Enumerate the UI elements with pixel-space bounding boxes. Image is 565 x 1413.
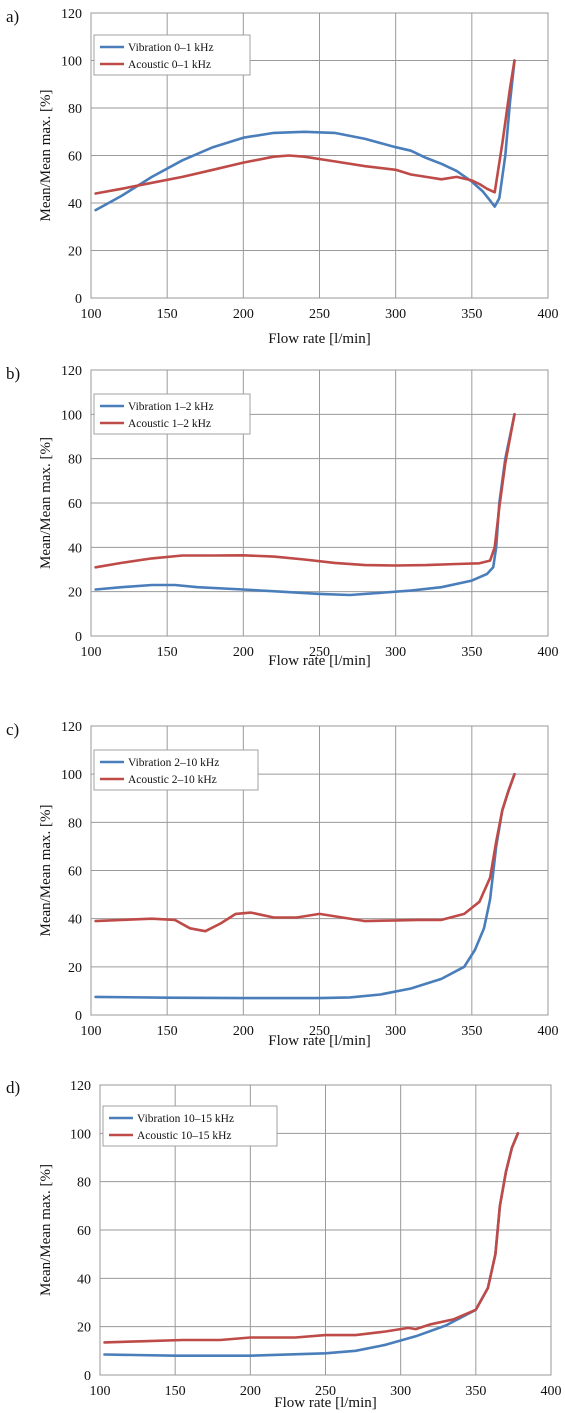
y-tick-label: 120	[70, 1079, 91, 1094]
y-axis-label: Mean/Mean max. [%]	[38, 1164, 54, 1296]
x-tick-label: 250	[309, 307, 330, 322]
x-tick-label: 100	[81, 1024, 102, 1039]
legend-entry: Vibration 2–10 kHz	[128, 757, 219, 769]
legend: Vibration 2–10 kHz Acoustic 2–10 kHz	[94, 750, 258, 790]
x-tick-label: 300	[385, 307, 406, 322]
legend: Vibration 10–15 kHz Acoustic 10–15 kHz	[103, 1106, 277, 1146]
x-tick-label: 350	[461, 307, 482, 322]
y-tick-label: 60	[68, 150, 82, 165]
panel-label: a)	[6, 7, 19, 26]
chart-panel-b: b)100 150 200 250 300 350 400020406080100120Fl…	[6, 364, 559, 669]
legend-entry: Acoustic 2–10 kHz	[128, 774, 217, 786]
y-axis-label: Mean/Mean max. [%]	[38, 804, 54, 936]
y-tick-label: 60	[77, 1224, 91, 1239]
y-tick-label: 0	[75, 630, 82, 645]
y-tick-label: 60	[68, 865, 82, 880]
x-tick-label: 100	[81, 307, 102, 322]
x-tick-label: 300	[385, 1024, 406, 1039]
y-tick-label: 40	[68, 197, 82, 212]
legend-entry: Acoustic 0–1 kHz	[128, 59, 211, 71]
y-tick-label: 80	[77, 1176, 91, 1191]
y-tick-label: 40	[77, 1272, 91, 1287]
x-tick-label: 350	[465, 1384, 486, 1399]
y-tick-label: 100	[70, 1127, 91, 1142]
y-tick-label: 40	[68, 541, 82, 556]
y-tick-label: 20	[77, 1321, 91, 1336]
x-axis-label: Flow rate [l/min]	[274, 1395, 376, 1411]
y-tick-label: 100	[61, 55, 82, 70]
x-tick-label: 100	[81, 645, 102, 660]
x-tick-label: 400	[538, 307, 559, 322]
x-tick-label: 400	[541, 1384, 562, 1399]
legend: Vibration 0–1 kHz Acoustic 0–1 kHz	[94, 35, 250, 75]
x-tick-label: 400	[538, 1024, 559, 1039]
x-tick-label: 150	[157, 645, 178, 660]
y-tick-label: 100	[61, 768, 82, 783]
x-axis-label: Flow rate [l/min]	[268, 331, 370, 347]
x-tick-label: 200	[233, 307, 254, 322]
y-tick-label: 0	[75, 1009, 82, 1024]
x-tick-label: 300	[385, 645, 406, 660]
panel-label: b)	[6, 364, 20, 383]
y-tick-label: 100	[61, 408, 82, 423]
x-tick-label: 150	[165, 1384, 186, 1399]
x-tick-label: 200	[233, 645, 254, 660]
x-tick-label: 350	[461, 645, 482, 660]
y-tick-label: 120	[61, 720, 82, 735]
x-tick-label: 350	[461, 1024, 482, 1039]
y-tick-label: 20	[68, 586, 82, 601]
x-tick-label: 200	[233, 1024, 254, 1039]
x-tick-label: 300	[390, 1384, 411, 1399]
y-tick-label: 60	[68, 497, 82, 512]
panel-label: c)	[6, 720, 19, 739]
x-tick-label: 150	[157, 1024, 178, 1039]
chart-panel-d: d)100 150 200 250 300 350 400020406080100120Fl…	[6, 1078, 562, 1411]
panel-label: d)	[6, 1078, 20, 1097]
y-tick-label: 80	[68, 816, 82, 831]
chart-panel-c: c)100 150 200 250 300 350 400020406080100120Fl…	[6, 720, 559, 1049]
x-tick-label: 100	[90, 1384, 111, 1399]
y-tick-label: 40	[68, 913, 82, 928]
y-tick-label: 0	[75, 292, 82, 307]
chart-panel-a: a) 100 150 200 250 300 350 400 0 20 40 60 80 100 120 Fl…	[6, 7, 559, 347]
legend-entry: Acoustic 1–2 kHz	[128, 418, 211, 430]
y-axis-label: Mean/Mean max. [%]	[38, 89, 54, 221]
y-tick-label: 0	[84, 1369, 91, 1384]
legend-entry: Vibration 0–1 kHz	[128, 42, 214, 54]
x-tick-label: 150	[157, 307, 178, 322]
y-tick-label: 80	[68, 102, 82, 117]
y-tick-label: 20	[68, 961, 82, 976]
legend-entry: Acoustic 10–15 kHz	[137, 1130, 232, 1142]
y-axis-label: Mean/Mean max. [%]	[38, 437, 54, 569]
legend: Vibration 1–2 kHz Acoustic 1–2 kHz	[94, 394, 250, 434]
legend-entry: Vibration 1–2 kHz	[128, 401, 214, 413]
x-tick-label: 200	[240, 1384, 261, 1399]
x-axis-label: Flow rate [l/min]	[268, 653, 370, 669]
x-tick-label: 400	[538, 645, 559, 660]
y-tick-label: 80	[68, 453, 82, 468]
y-tick-label: 120	[61, 7, 82, 22]
legend-entry: Vibration 10–15 kHz	[137, 1113, 234, 1125]
x-axis-label: Flow rate [l/min]	[268, 1033, 370, 1049]
y-tick-label: 20	[68, 245, 82, 260]
y-tick-label: 120	[61, 364, 82, 379]
